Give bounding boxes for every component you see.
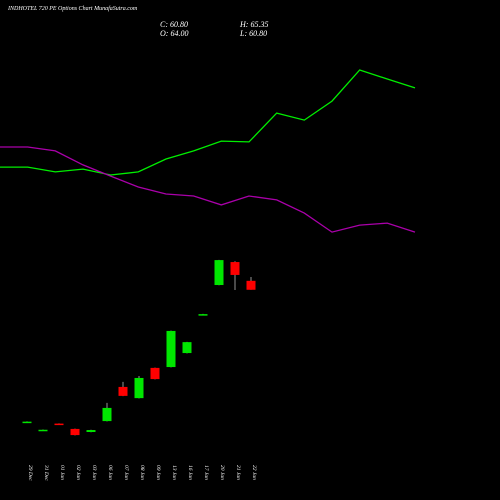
ohlc-high: H: 65.35 [239,20,268,29]
indicator-line [0,146,416,233]
x-tick-label: 31 Dec [43,464,49,481]
x-tick-label: 22 Jan [251,465,257,480]
x-tick-label: 20 Jan [219,465,225,480]
x-tick-label: 09 Jan [155,465,161,480]
x-tick-label: 06 Jan [107,465,113,480]
x-tick-label: 02 Jan [75,465,81,480]
x-tick-label: 03 Jan [91,465,97,480]
candle-body [38,429,48,432]
x-tick-label: 29 Dec [27,465,33,481]
x-tick-label: 21 Jan [235,465,241,480]
candle-body [198,314,208,316]
candle-body [214,260,224,286]
ohlc-low: L: 60.80 [239,29,267,38]
x-tick-label: 07 Jan [123,465,129,480]
candle-body [150,367,160,380]
candle-body [230,262,240,275]
x-tick-label: 17 Jan [203,465,209,480]
x-tick-label: 01 Jan [59,465,65,480]
candle-body [182,342,192,354]
candle-body [70,428,80,436]
candle-body [134,377,144,399]
candle-body [166,330,176,368]
indicator-line [0,69,416,176]
candle-body [22,421,32,424]
x-tick-label: 08 Jan [139,465,145,480]
candle-body [86,430,96,433]
candle-body [102,407,112,422]
x-tick-label: 13 Jan [171,465,177,480]
ohlc-open: O: 64.00 [160,29,188,38]
chart-title: INDHOTEL 720 PE Options Chart MunafaSutr… [7,5,138,12]
candle-body [246,280,256,290]
candle-body [118,386,128,396]
ohlc-close: C: 60.80 [160,20,188,29]
x-tick-label: 16 Jan [187,465,193,480]
candle-body [54,423,64,426]
